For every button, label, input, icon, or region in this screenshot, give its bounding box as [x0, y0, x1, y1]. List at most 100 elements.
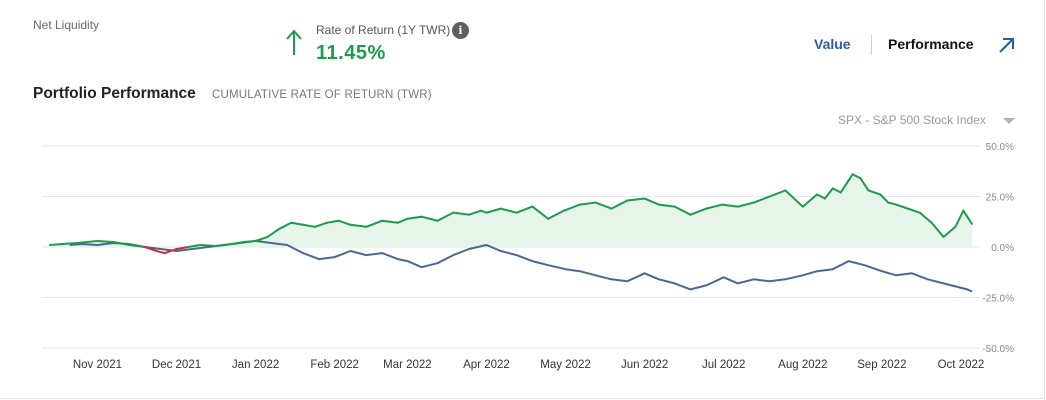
portfolio-line-segment [887, 201, 898, 206]
portfolio-line-segment [515, 205, 534, 214]
portfolio-line-segment [859, 177, 870, 192]
portfolio-line-segment [199, 243, 218, 247]
portfolio-line-segment [531, 205, 550, 220]
benchmark-select[interactable]: SPX - S&P 500 Stock Index [838, 113, 986, 127]
portfolio-line-segment [163, 248, 178, 255]
portfolio-line-segment [906, 207, 921, 214]
portfolio-line-segment [468, 209, 482, 216]
portfolio-line-segment [337, 219, 352, 226]
y-tick-label: 25.0% [986, 193, 1014, 204]
arrow-up-icon [286, 29, 302, 55]
portfolio-line-segment [578, 201, 597, 206]
portfolio-line-segment [895, 203, 909, 210]
portfolio-line-segment [867, 189, 882, 196]
portfolio-line-segment [879, 193, 890, 204]
portfolio-line-segment [721, 203, 739, 208]
portfolio-line-segment [76, 239, 99, 244]
portfolio-line-segment [801, 193, 819, 208]
portfolio-line-segment [187, 243, 202, 248]
portfolio-line-segment [420, 215, 439, 222]
portfolio-line-segment [643, 197, 660, 206]
rate-of-return-value: 11.45% [316, 42, 386, 64]
x-tick-label: Aug 2022 [778, 359, 827, 371]
portfolio-line-segment [278, 221, 293, 230]
portfolio-line-segment [325, 219, 340, 224]
portfolio-line-segment [594, 201, 613, 210]
portfolio-line-segment [562, 203, 581, 212]
portfolio-line-segment [128, 243, 146, 248]
info-icon[interactable]: i [452, 22, 469, 39]
portfolio-line-segment [302, 223, 316, 228]
performance-chart: 50.0% 25.0% 0.0% -25.0% -50.0% Nov 2021 Dec 2… [42, 142, 1014, 371]
portfolio-line-segment [966, 215, 973, 225]
portfolio-line-segment [954, 209, 965, 228]
portfolio-line-segment [349, 223, 368, 228]
x-tick-label: Apr 2022 [463, 359, 510, 371]
x-tick-label: Jun 2022 [621, 359, 668, 371]
y-axis-ticks: 50.0% 25.0% 0.0% -25.0% -50.0% [982, 142, 1014, 355]
section-title: Portfolio Performance [33, 85, 196, 102]
y-tick-label: -50.0% [982, 344, 1014, 355]
portfolio-line-segment [112, 240, 131, 246]
y-tick-label: 50.0% [986, 142, 1014, 153]
portfolio-line-segment [962, 209, 969, 218]
caret-down-icon[interactable] [1003, 118, 1015, 124]
portfolio-line-segment [673, 205, 692, 216]
portfolio-line-segment [784, 189, 804, 208]
portfolio-line-segment [768, 189, 787, 198]
portfolio-line-segment [816, 193, 826, 200]
portfolio-line-segment [290, 221, 305, 226]
value-toggle-button[interactable]: Value [814, 36, 851, 52]
x-tick-label: May 2022 [540, 359, 591, 371]
portfolio-line-segment [155, 250, 166, 255]
portfolio-line-segment [610, 199, 629, 210]
portfolio-line-segment [942, 225, 957, 238]
x-tick-label: Dec 2021 [152, 359, 201, 371]
portfolio-line-segment [918, 211, 933, 224]
portfolio-line-segment [143, 246, 158, 253]
x-tick-label: Sep 2022 [857, 359, 906, 371]
portfolio-line-segment [365, 219, 384, 228]
portfolio-line-segment [175, 246, 190, 251]
portfolio-line-segment [381, 219, 399, 224]
portfolio-line-segment [657, 203, 676, 208]
portfolio-line-segment [215, 242, 233, 247]
portfolio-line-segment [547, 209, 565, 220]
portfolio-line-segment [839, 179, 850, 194]
portfolio-line-segment [406, 215, 423, 220]
portfolio-line-segment [396, 217, 409, 224]
y-tick-label: 0.0% [991, 243, 1014, 254]
arrow-up-right-icon[interactable] [998, 36, 1016, 54]
toggle-divider [871, 35, 872, 55]
y-tick-label: -25.0% [982, 294, 1014, 305]
portfolio-line-segment [499, 207, 518, 214]
portfolio-line-segment [847, 173, 854, 182]
x-tick-label: Oct 2022 [938, 359, 985, 371]
section-subtitle: CUMULATIVE RATE OF RETURN (TWR) [212, 89, 432, 101]
portfolio-line-segment [266, 227, 281, 238]
portfolio-line-segment [851, 173, 862, 180]
x-tick-label: Mar 2022 [383, 359, 432, 371]
rate-of-return-label: Rate of Return (1Y TWR) [316, 23, 451, 37]
portfolio-line-segment [254, 235, 269, 242]
portfolio-line-segment [60, 241, 79, 245]
portfolio-line-segment [752, 195, 771, 204]
portfolio-line-segment [626, 197, 646, 202]
x-tick-label: Feb 2022 [310, 359, 359, 371]
performance-toggle-button[interactable]: Performance [888, 36, 974, 52]
portfolio-line-segment [736, 201, 755, 208]
x-tick-label: Jan 2022 [232, 359, 279, 371]
x-tick-label: Jul 2022 [702, 359, 745, 371]
portfolio-line-segment [49, 242, 63, 246]
portfolio-line-segment [705, 203, 724, 210]
x-axis-ticks: Nov 2021 Dec 2021 Jan 2022 Feb 2022 Mar 2022… [73, 359, 984, 371]
x-tick-label: Nov 2021 [73, 359, 122, 371]
benchmark-line [69, 239, 973, 293]
net-liquidity-label: Net Liquidity [33, 18, 100, 32]
portfolio-line-segment [930, 221, 945, 238]
portfolio-line-segment [242, 239, 257, 243]
portfolio-line-segment [831, 187, 842, 194]
portfolio-line-segment [230, 240, 245, 245]
portfolio-line-segment [313, 221, 328, 228]
